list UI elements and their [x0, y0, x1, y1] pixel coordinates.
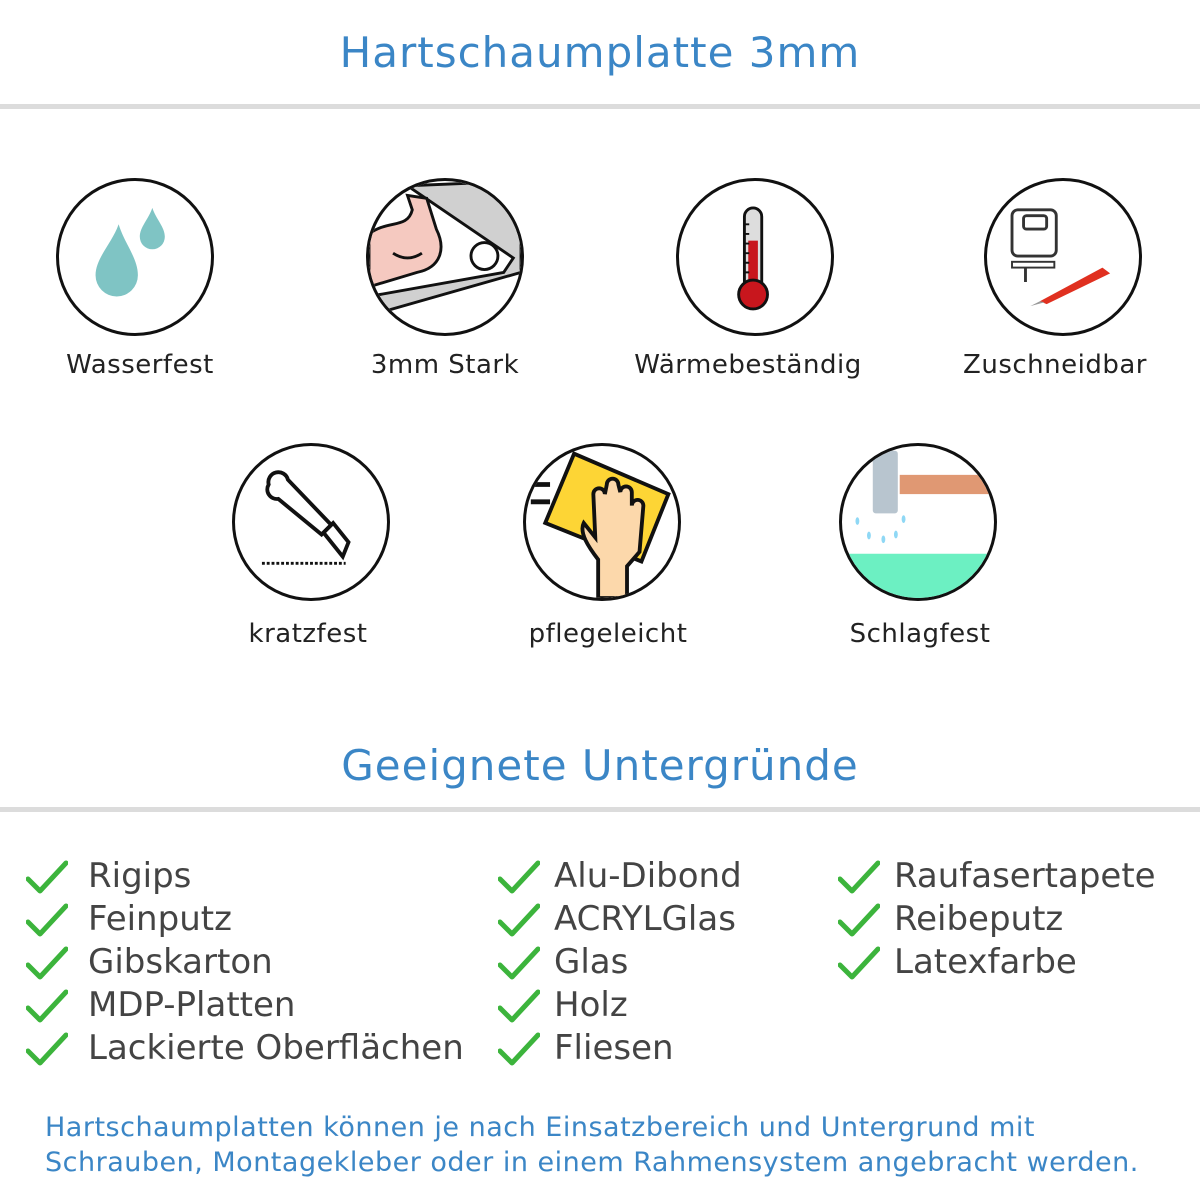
surface-column-2: Alu-Dibond ACRYLGlas Glas Holz Fliesen	[498, 855, 742, 1070]
item-label: Raufasertapete	[894, 856, 1156, 896]
cleaning-hand-icon	[523, 443, 681, 601]
feature-label: pflegeleicht	[528, 619, 688, 649]
surface-column-1: Rigips Feinputz Gibskarton MDP-Platten L…	[26, 855, 464, 1070]
item-label: Reibeputz	[894, 899, 1064, 939]
check-icon	[838, 902, 880, 938]
list-item: Raufasertapete	[838, 855, 1156, 898]
item-label: Alu-Dibond	[554, 856, 742, 896]
list-item: MDP-Platten	[26, 984, 464, 1027]
check-icon	[26, 988, 68, 1024]
hammer-icon	[839, 443, 997, 601]
check-icon	[498, 1031, 540, 1067]
feature-label: 3mm Stark	[370, 350, 520, 380]
check-icon	[838, 859, 880, 895]
item-label: Latexfarbe	[894, 942, 1077, 982]
item-label: Feinputz	[88, 899, 232, 939]
item-label: ACRYLGlas	[554, 899, 736, 939]
item-label: Glas	[554, 942, 629, 982]
feature-label: Wasserfest	[66, 350, 214, 380]
check-icon	[838, 945, 880, 981]
footer-line: Schrauben, Montagekleber oder in einem R…	[45, 1147, 1139, 1178]
jigsaw-cutter-icon	[984, 178, 1142, 336]
list-item: Lackierte Oberflächen	[26, 1027, 464, 1070]
check-icon	[498, 902, 540, 938]
check-icon	[26, 859, 68, 895]
feature-label: Schlagfest	[849, 619, 991, 649]
item-label: Holz	[554, 985, 628, 1025]
list-item: Fliesen	[498, 1027, 742, 1070]
list-item: Latexfarbe	[838, 941, 1156, 984]
feature-label: Zuschneidbar	[963, 350, 1147, 380]
divider	[0, 807, 1200, 812]
strong-arm-icon	[366, 178, 524, 336]
list-item: Holz	[498, 984, 742, 1027]
footer-line: Hartschaumplatten können je nach Einsatz…	[45, 1112, 1035, 1143]
item-label: MDP-Platten	[88, 985, 296, 1025]
cutter-knife-icon	[232, 443, 390, 601]
check-icon	[498, 988, 540, 1024]
list-item: Glas	[498, 941, 742, 984]
section-title: Geeignete Untergründe	[341, 741, 859, 790]
water-drops-icon	[56, 178, 214, 336]
thermometer-icon	[676, 178, 834, 336]
check-icon	[498, 945, 540, 981]
check-icon	[498, 859, 540, 895]
list-item: Gibskarton	[26, 941, 464, 984]
divider	[0, 104, 1200, 109]
surface-column-3: Raufasertapete Reibeputz Latexfarbe	[838, 855, 1156, 984]
item-label: Fliesen	[554, 1028, 674, 1068]
item-label: Lackierte Oberflächen	[88, 1028, 464, 1068]
list-item: Alu-Dibond	[498, 855, 742, 898]
check-icon	[26, 902, 68, 938]
feature-label: Wärmebeständig	[634, 350, 862, 380]
list-item: Feinputz	[26, 898, 464, 941]
check-icon	[26, 1031, 68, 1067]
feature-label: kratzfest	[248, 619, 368, 649]
item-label: Gibskarton	[88, 942, 273, 982]
check-icon	[26, 945, 68, 981]
list-item: ACRYLGlas	[498, 898, 742, 941]
item-label: Rigips	[88, 856, 192, 896]
page-title: Hartschaumplatte 3mm	[339, 28, 861, 77]
footer-note: Hartschaumplatten können je nach Einsatz…	[45, 1110, 1139, 1180]
list-item: Reibeputz	[838, 898, 1156, 941]
list-item: Rigips	[26, 855, 464, 898]
